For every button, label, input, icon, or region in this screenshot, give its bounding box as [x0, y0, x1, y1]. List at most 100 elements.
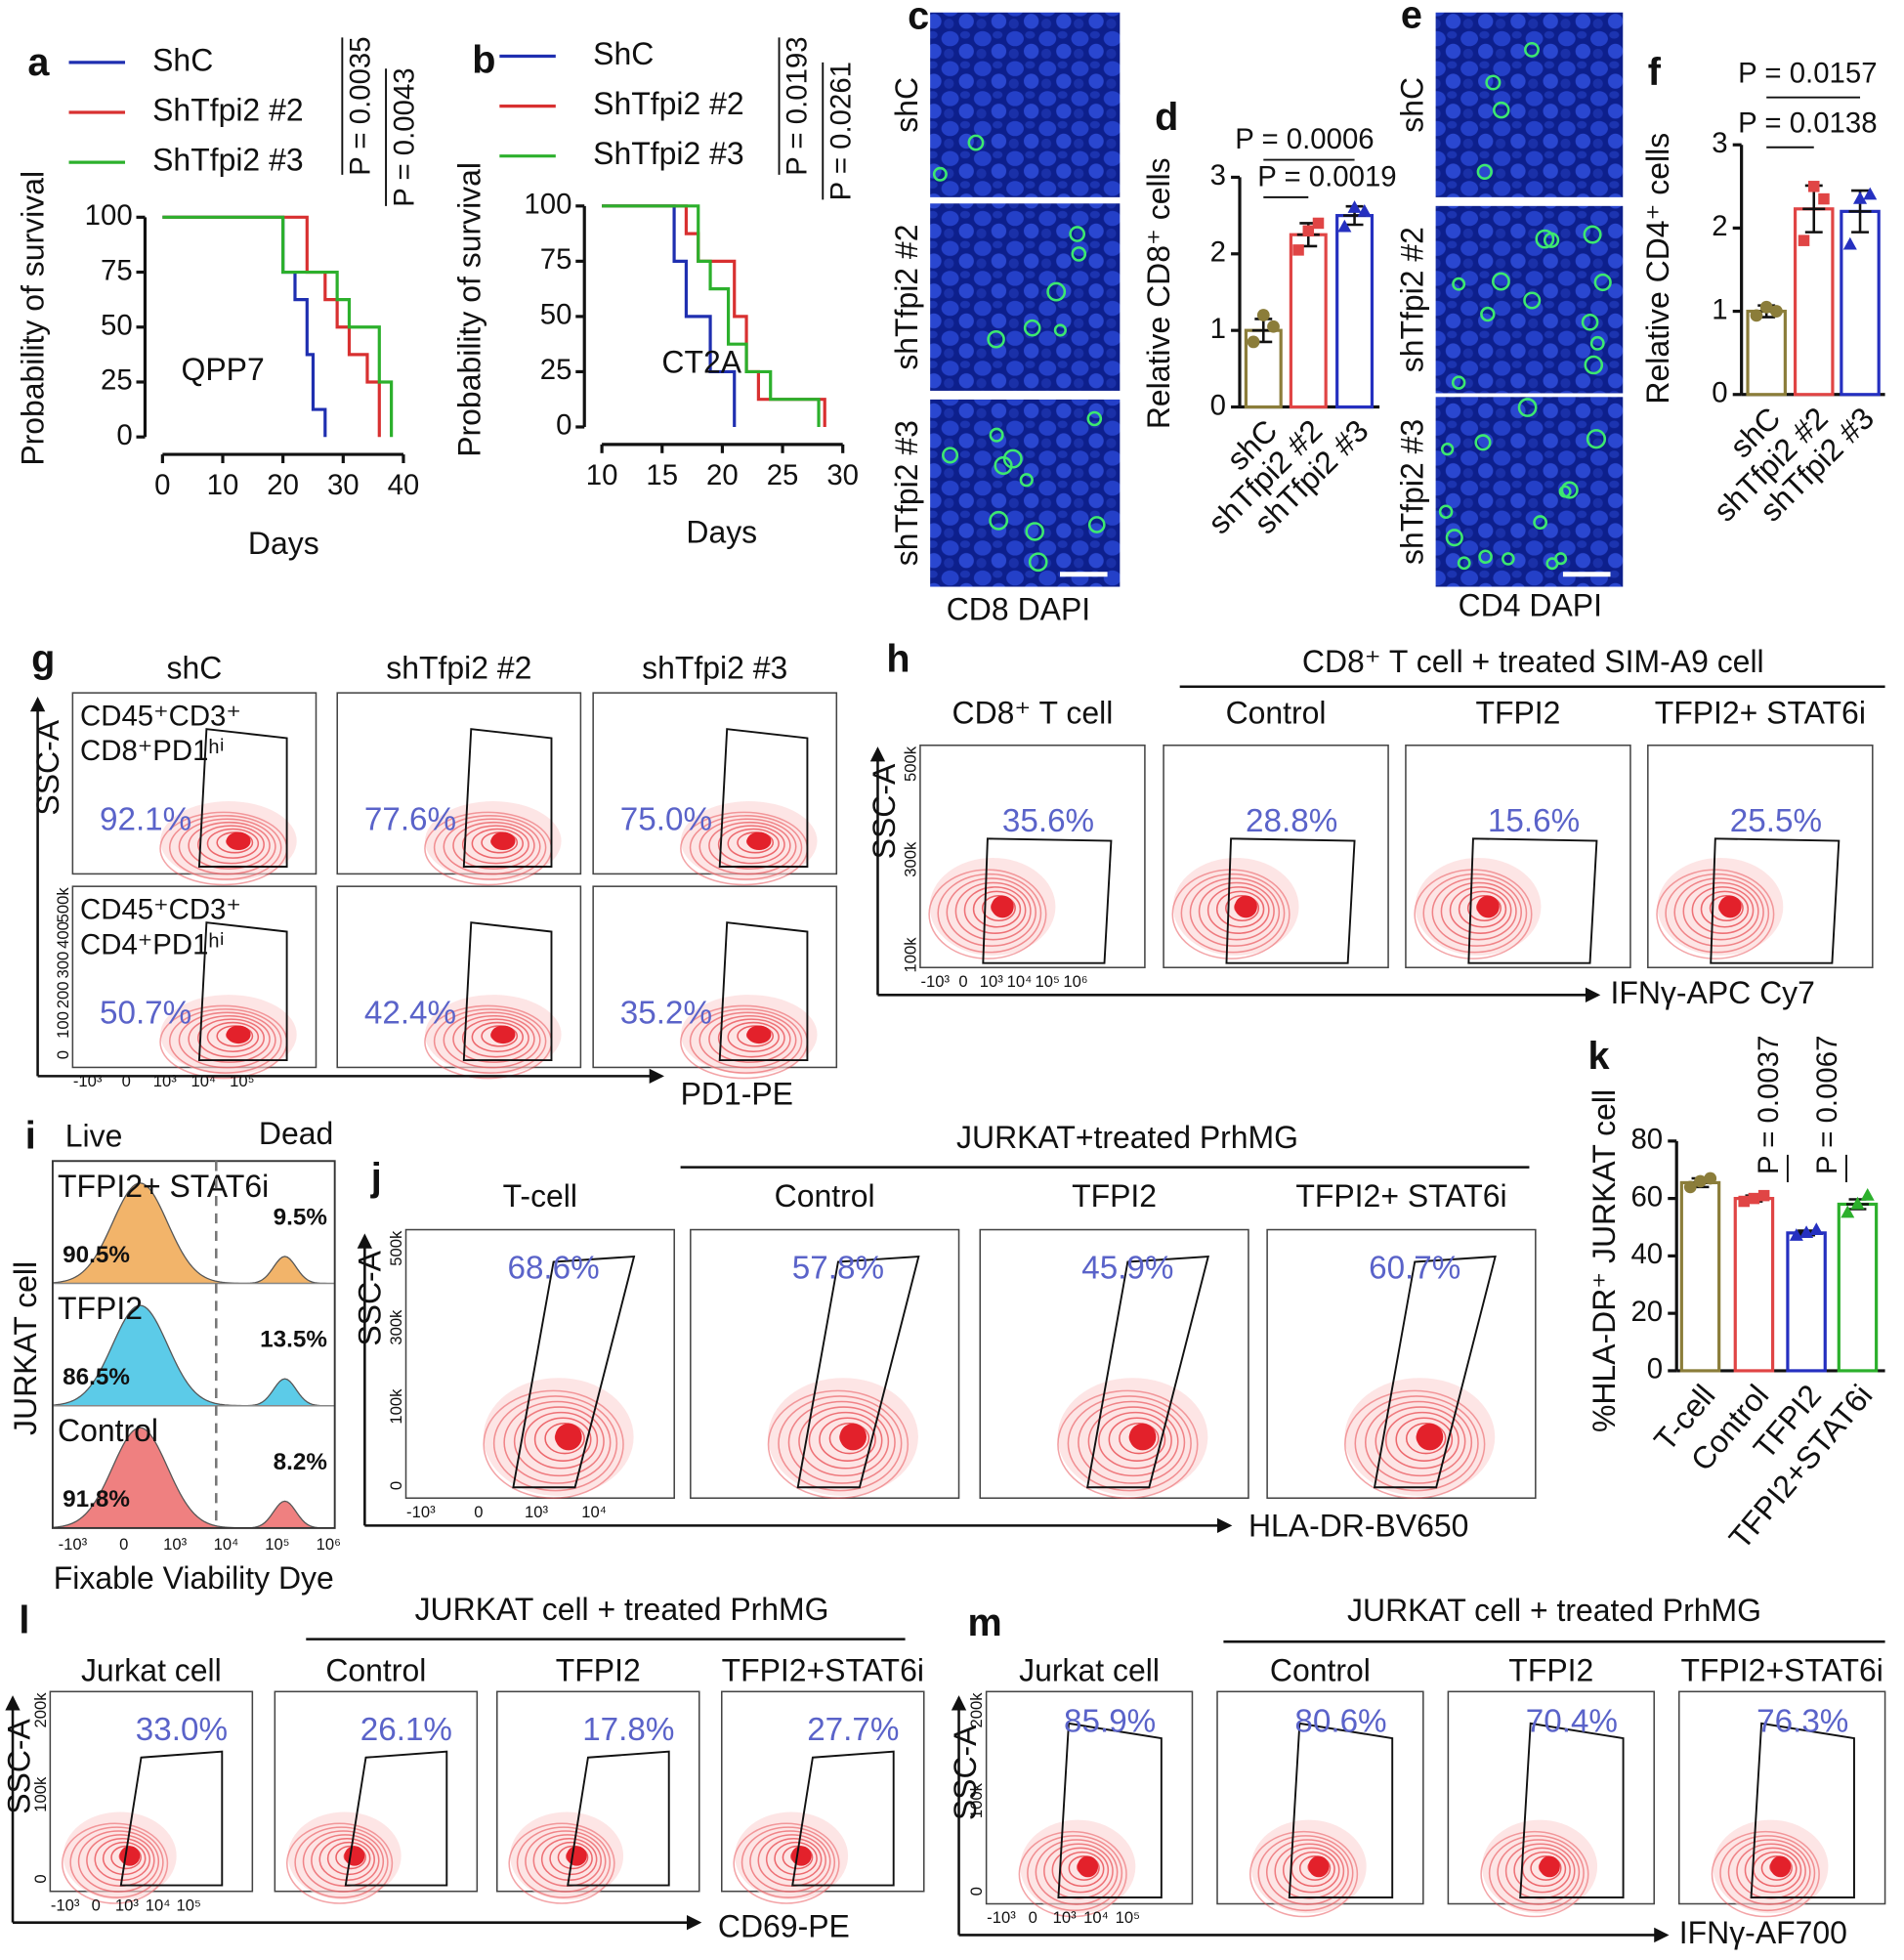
x-tick-label: 10⁴	[190, 1072, 216, 1090]
live-percent: 90.5%	[63, 1242, 130, 1268]
positive-cell	[1086, 410, 1103, 427]
data-point	[1748, 1192, 1760, 1205]
contour	[62, 1822, 169, 1904]
x-axis-label: PD1-PE	[681, 1076, 793, 1111]
contour-core	[991, 895, 1014, 918]
x-tick-label: 10⁵	[1116, 1908, 1140, 1927]
contour-core	[1416, 1423, 1444, 1451]
x-tick-label: -10³	[987, 1908, 1016, 1927]
y-tick-label: 0	[116, 419, 132, 451]
x-tick-label: 10⁴	[214, 1535, 239, 1554]
group-title: JURKAT cell + treated PrhMG	[415, 1592, 829, 1627]
x-tick-label: 10³	[115, 1896, 139, 1914]
x-tick-label: 0	[122, 1072, 131, 1090]
data-point	[1757, 1189, 1770, 1202]
panel-letter: c	[908, 0, 929, 38]
positive-cell	[1452, 277, 1466, 291]
positive-cell	[1087, 516, 1106, 533]
positive-cell	[989, 510, 1009, 531]
data-point	[1770, 305, 1783, 318]
contour	[1414, 869, 1533, 959]
contour	[946, 877, 1037, 947]
contour	[1480, 1830, 1589, 1918]
row-label: shTfpi2 #2	[1394, 227, 1429, 372]
contour	[798, 1406, 890, 1477]
gate-percent: 35.2%	[620, 995, 712, 1031]
y-axis-label: JURKAT cell	[8, 1261, 43, 1435]
x-tick-label: 40	[388, 469, 420, 501]
contour	[1530, 1855, 1562, 1881]
contour	[1395, 1417, 1454, 1462]
positive-cell	[1023, 319, 1041, 337]
column-header: TFPI2+ STAT6i	[1295, 1178, 1506, 1214]
positive-cell	[1046, 281, 1067, 302]
contour	[782, 1845, 814, 1870]
contour	[188, 821, 271, 870]
contour	[1171, 869, 1290, 959]
x-tick-label: 10⁴	[1083, 1908, 1109, 1927]
column-label: Dead	[259, 1116, 333, 1151]
live-percent: 91.8%	[63, 1486, 130, 1513]
y-tick-label: 80	[1630, 1124, 1663, 1156]
contour	[1727, 1839, 1811, 1905]
y-tick-label: 100	[85, 199, 133, 232]
arrow-head	[357, 1233, 373, 1249]
data-point	[1738, 1195, 1750, 1208]
gate-percent: 28.8%	[1246, 803, 1337, 839]
contour	[1189, 877, 1281, 947]
gate-percent: 26.1%	[360, 1712, 452, 1748]
p-value: P = 0.0157	[1738, 57, 1877, 89]
column-header: CD8⁺ T cell	[952, 696, 1114, 731]
contour	[689, 1008, 803, 1074]
micrograph	[1435, 397, 1624, 587]
micrograph	[930, 399, 1121, 587]
y-tick-label: 100k	[387, 1388, 405, 1425]
panel-letter: b	[472, 38, 495, 81]
contour-core	[1077, 1855, 1099, 1878]
contour	[433, 815, 547, 880]
contour	[1057, 1389, 1199, 1500]
x-tick-label: 10	[207, 469, 239, 501]
column-header: TFPI2+STAT6i	[722, 1653, 924, 1688]
gate-percent: 75.0%	[620, 801, 712, 837]
x-tick-label: 25	[767, 459, 799, 491]
data-point	[1704, 1172, 1717, 1185]
contour	[1656, 869, 1775, 959]
y-tick-label: 40	[1630, 1238, 1663, 1270]
data-point	[1850, 1196, 1865, 1210]
data-point	[1841, 1205, 1855, 1218]
x-tick-label: 10⁴	[1007, 972, 1033, 991]
contour	[1078, 1400, 1186, 1484]
gate-label: CD45⁺CD3⁺	[80, 700, 241, 732]
gate-percent: 80.6%	[1294, 1704, 1386, 1740]
contour	[1709, 895, 1744, 922]
p-value: P = 0.0006	[1235, 123, 1374, 155]
positive-cell	[1438, 504, 1454, 519]
contour	[188, 1014, 271, 1063]
panel-letter: j	[370, 1156, 382, 1199]
dead-percent: 9.5%	[274, 1204, 327, 1230]
x-tick-label: 10⁶	[1063, 972, 1087, 991]
survival-curve	[162, 215, 394, 438]
gate	[718, 728, 809, 868]
p-value: P = 0.0019	[1257, 160, 1396, 192]
contour	[1198, 881, 1275, 941]
contour	[110, 1845, 142, 1870]
x-tick-label: 10³	[163, 1535, 187, 1554]
contour	[733, 1822, 840, 1904]
contour	[294, 1826, 389, 1898]
positive-cell	[932, 166, 948, 182]
stain-label: DAPI	[1018, 592, 1091, 627]
gate-percent: 27.7%	[807, 1712, 899, 1748]
contour	[302, 1830, 385, 1893]
x-tick-label: 0	[958, 972, 967, 991]
positive-cell	[1558, 485, 1572, 498]
gate-label: CD8⁺PD1ʰⁱ	[80, 735, 225, 767]
y-tick-label: 0	[967, 1887, 986, 1896]
contour	[168, 815, 282, 880]
positive-cell	[1069, 226, 1086, 242]
contour	[1665, 873, 1770, 954]
panel-letter: i	[25, 1115, 36, 1158]
x-axis-label: Days	[248, 526, 319, 561]
contour-core	[1718, 895, 1742, 918]
